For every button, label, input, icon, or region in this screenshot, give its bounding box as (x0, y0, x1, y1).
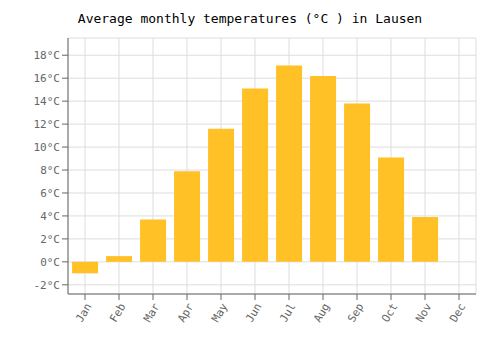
svg-text:18°C: 18°C (34, 49, 61, 62)
svg-text:Jul: Jul (277, 301, 298, 325)
svg-text:Dec: Dec (447, 301, 468, 325)
svg-text:Sep: Sep (345, 301, 366, 325)
svg-text:8°C: 8°C (40, 164, 60, 177)
svg-text:Jan: Jan (73, 301, 94, 325)
svg-text:Oct: Oct (379, 301, 400, 325)
svg-text:4°C: 4°C (40, 210, 60, 223)
svg-text:May: May (209, 301, 230, 325)
svg-text:Jun: Jun (243, 301, 264, 325)
svg-text:12°C: 12°C (34, 118, 61, 131)
svg-text:Nov: Nov (413, 301, 434, 325)
html-text:Average monthly temperatures (: Average monthly temperatures (°C ) in La… (77, 11, 423, 26)
svg-text:Aug: Aug (311, 301, 332, 325)
svg-text:6°C: 6°C (40, 187, 60, 200)
svg-text:16°C: 16°C (34, 72, 61, 85)
svg-text:Mar: Mar (141, 301, 162, 325)
svg-text:10°C: 10°C (34, 141, 61, 154)
svg-text:Apr: Apr (175, 301, 196, 325)
svg-text:2°C: 2°C (40, 233, 60, 246)
svg-text:14°C: 14°C (34, 95, 61, 108)
svg-text:-2°C: -2°C (34, 279, 61, 292)
svg-text:Feb: Feb (107, 301, 128, 325)
svg-text:0°C: 0°C (40, 256, 60, 269)
